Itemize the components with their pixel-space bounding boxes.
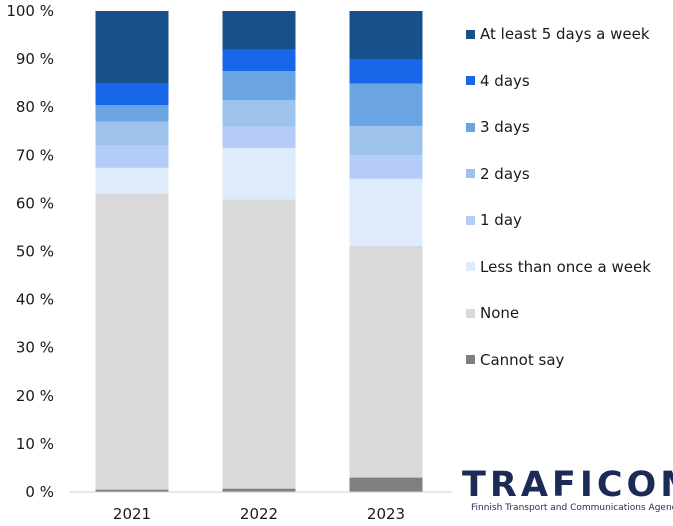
y-tick-label: 80 % — [16, 98, 54, 116]
bar-segment — [95, 489, 169, 492]
x-tick-label: 2022 — [240, 505, 278, 523]
bar-segment — [349, 11, 423, 60]
legend-item: 2 days — [466, 164, 530, 184]
y-axis-ticks: 0 % 10 % 20 % 30 % 40 % 50 % 60 % 70 % 80 % 90 % 1… — [6, 2, 54, 501]
bars — [95, 11, 423, 492]
legend: At least 5 days a week 4 days 3 days 2 days… — [466, 0, 673, 400]
y-tick-label: 100 % — [6, 2, 54, 20]
legend-label: 4 days — [480, 71, 530, 90]
bar-segment — [222, 488, 296, 492]
legend-item: Cannot say — [466, 350, 564, 370]
bar-segment — [349, 477, 423, 492]
bar-segment — [95, 11, 169, 84]
y-tick-label: 50 % — [16, 243, 54, 261]
legend-item: None — [466, 303, 519, 323]
bar-segment — [222, 71, 296, 100]
y-tick-label: 10 % — [16, 435, 54, 453]
bar-segment — [222, 199, 296, 489]
bar-segment — [222, 126, 296, 149]
bar-segment — [222, 11, 296, 50]
legend-label: 3 days — [480, 118, 530, 136]
legend-label: None — [480, 304, 520, 322]
bar-segment — [95, 105, 169, 122]
legend-item: 4 days — [466, 71, 530, 91]
bar-segment — [349, 245, 423, 478]
legend-swatch — [466, 262, 475, 271]
legend-swatch — [466, 29, 475, 39]
legend-label: 1 day — [480, 211, 522, 229]
legend-swatch — [466, 215, 475, 225]
legend-swatch — [466, 308, 475, 318]
traficom-logo: TRAFICOM Finnish Transport and Communica… — [462, 466, 673, 522]
legend-item: Less than once a week — [466, 257, 651, 277]
legend-item: 1 day — [466, 210, 522, 230]
y-tick-label: 90 % — [16, 50, 54, 68]
y-tick-label: 60 % — [16, 194, 54, 212]
bar-segment — [95, 167, 169, 194]
y-tick-label: 70 % — [16, 146, 54, 164]
legend-item: At least 5 days a week — [466, 24, 650, 44]
logo-subtitle: Finnish Transport and Communications Age… — [471, 503, 673, 513]
bar-segment — [349, 178, 423, 246]
bar-segment — [349, 59, 423, 84]
bar-segment — [222, 49, 296, 72]
bar-segment — [95, 145, 169, 168]
bar-segment — [95, 193, 169, 490]
bar-segment — [95, 83, 169, 106]
y-tick-label: 0 % — [25, 483, 54, 501]
bar-segment — [222, 99, 296, 127]
y-tick-label: 20 % — [16, 387, 54, 405]
x-tick-label: 2023 — [367, 505, 405, 523]
legend-swatch — [466, 355, 475, 364]
bar-segment — [95, 121, 169, 146]
bar-segment — [349, 83, 423, 126]
legend-label: Cannot say — [480, 350, 565, 369]
y-tick-label: 30 % — [16, 339, 54, 357]
bar-segment — [222, 148, 296, 200]
logo-wordmark: TRAFICOM — [462, 465, 673, 505]
legend-label: At least 5 days a week — [480, 25, 650, 43]
x-axis-ticks: 2021 2022 2023 — [113, 505, 405, 523]
bar-segment — [349, 155, 423, 179]
legend-label: 2 days — [480, 164, 530, 183]
y-tick-label: 40 % — [16, 291, 54, 309]
legend-swatch — [466, 122, 475, 132]
legend-item: 3 days — [466, 117, 530, 137]
bar-segment — [349, 125, 423, 156]
legend-label: Less than once a week — [480, 257, 651, 276]
x-tick-label: 2021 — [113, 505, 151, 523]
legend-swatch — [466, 76, 475, 85]
legend-swatch — [466, 169, 475, 178]
